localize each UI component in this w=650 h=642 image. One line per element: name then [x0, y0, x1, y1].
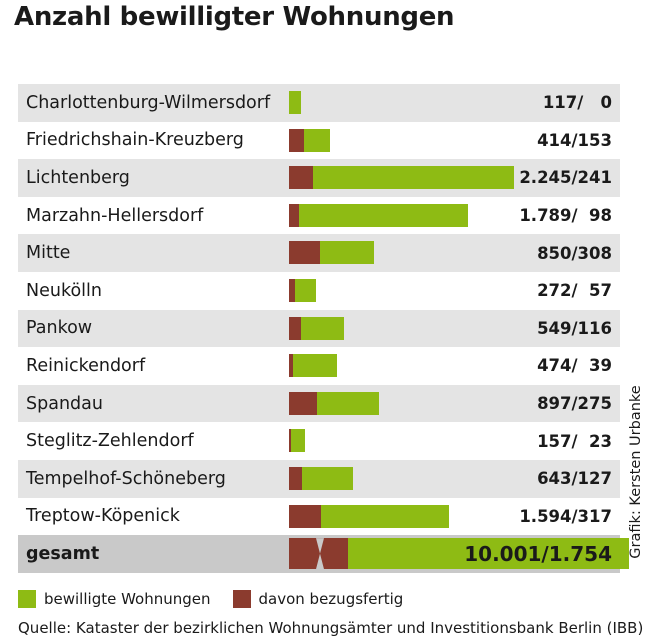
- value-label: 414/153: [537, 130, 612, 150]
- category-label: Lichtenberg: [26, 167, 130, 188]
- value-label: 897/275: [537, 394, 612, 414]
- bar-bewilligt: [289, 504, 449, 528]
- bar-bezugsfertig: [289, 203, 299, 227]
- value-label: 157/ 23: [537, 431, 612, 451]
- value-label: 643/127: [537, 469, 612, 489]
- value-label: 2.245/241: [519, 168, 612, 188]
- legend-item-bewilligt: bewilligte Wohnungen: [18, 590, 211, 608]
- bar-bewilligt: [289, 278, 317, 302]
- value-label: 1.594/317: [519, 506, 612, 526]
- bar-bezugsfertig: [289, 391, 317, 415]
- category-label: Treptow-Köpenick: [26, 506, 180, 527]
- category-label: Steglitz-Zehlendorf: [26, 431, 194, 452]
- graphic-credit: Grafik: Kersten Urbanke: [628, 385, 644, 559]
- chart-row: Treptow-Köpenick 1.594/317: [18, 498, 620, 536]
- chart-row: Lichtenberg 2.245/241: [18, 159, 620, 197]
- category-label: Tempelhof-Schöneberg: [26, 468, 226, 489]
- bar-bezugsfertig: [289, 241, 320, 265]
- chart-row: Reinickendorf 474/ 39: [18, 347, 620, 385]
- value-label: 117/ 0: [542, 93, 612, 113]
- total-row: gesamt 10.001/1.754: [18, 535, 629, 573]
- legend-swatch-bezugsfertig: [232, 590, 251, 608]
- bar-bezugsfertig: [289, 278, 295, 302]
- chart-row: Neukölln 272/ 57: [18, 272, 620, 310]
- chart-row: Mitte 850/308: [18, 234, 620, 272]
- category-label: Friedrichshain-Kreuzberg: [26, 130, 244, 151]
- bar-bewilligt: [289, 166, 514, 190]
- chart-row: Charlottenburg-Wilmersdorf 117/ 0: [18, 84, 620, 122]
- category-label: Spandau: [26, 393, 103, 414]
- chart-row: Friedrichshain-Kreuzberg 414/153: [18, 122, 620, 160]
- bar-bewilligt: [289, 316, 345, 340]
- total-label: gesamt: [26, 543, 100, 564]
- total-value-label: 10.001/1.754: [464, 541, 612, 566]
- bar-bezugsfertig: [289, 166, 314, 190]
- bar-bewilligt: [289, 91, 301, 114]
- legend-item-bezugsfertig: davon bezugsfertig: [232, 590, 404, 608]
- category-label: Charlottenburg-Wilmersdorf: [26, 92, 271, 113]
- chart-row: Marzahn-Hellersdorf 1.789/ 98: [18, 197, 620, 235]
- value-label: 850/308: [537, 243, 612, 263]
- bar-bezugsfertig: [289, 466, 302, 490]
- value-label: 549/116: [537, 318, 612, 338]
- category-label: Reinickendorf: [26, 355, 146, 376]
- chart-legend: bewilligte Wohnungen davon bezugsfertig: [18, 590, 425, 608]
- value-label: 1.789/ 98: [519, 206, 612, 226]
- legend-label-bezugsfertig: davon bezugsfertig: [258, 590, 404, 608]
- bar-bewilligt: [289, 466, 354, 490]
- bar-bewilligt: [289, 203, 469, 227]
- bar-bezugsfertig: [289, 316, 301, 340]
- legend-label-bewilligt: bewilligte Wohnungen: [44, 590, 211, 608]
- bar-bezugsfertig: [289, 128, 305, 152]
- category-label: Pankow: [26, 318, 93, 339]
- chart-row: Tempelhof-Schöneberg 643/127: [18, 459, 620, 498]
- chart-row: Pankow 549/116: [18, 309, 620, 348]
- bar-chart: Charlottenburg-Wilmersdorf 117/ 0 Friedric…: [18, 84, 629, 573]
- category-label: Neukölln: [26, 280, 102, 301]
- category-label: Marzahn-Hellersdorf: [26, 205, 204, 226]
- chart-title: Anzahl bewilligter Wohnungen: [14, 2, 455, 32]
- category-label: Mitte: [26, 243, 71, 264]
- bar-bezugsfertig: [289, 504, 321, 528]
- value-label: 474/ 39: [537, 356, 612, 376]
- bar-bezugsfertig: [289, 354, 293, 378]
- source-note: Quelle: Kataster der bezirklichen Wohnun…: [18, 619, 644, 637]
- value-label: 272/ 57: [537, 281, 612, 301]
- bar-bewilligt: [289, 354, 337, 378]
- bar-bewilligt: [289, 429, 305, 453]
- chart-row: Steglitz-Zehlendorf 157/ 23: [18, 422, 620, 460]
- legend-swatch-bewilligt: [18, 590, 36, 608]
- chart-row: Spandau 897/275: [18, 384, 620, 423]
- bar-bezugsfertig: [289, 429, 292, 453]
